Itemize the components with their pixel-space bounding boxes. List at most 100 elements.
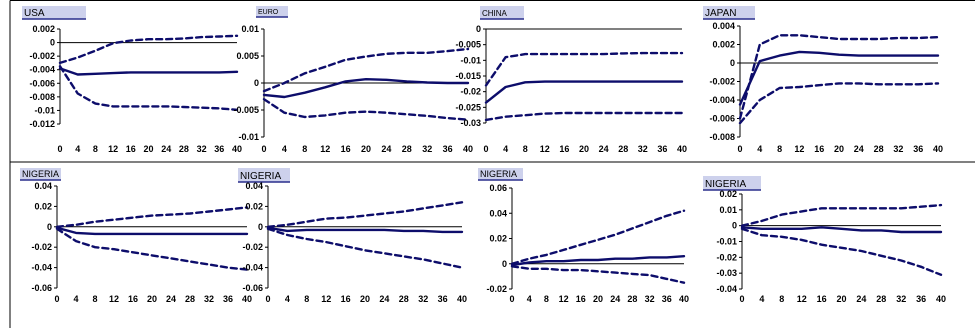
x-tick-label: 8: [93, 144, 98, 154]
x-tick-label: 40: [936, 294, 946, 304]
x-tick-label: 20: [143, 144, 153, 154]
x-tick-label: 12: [559, 294, 569, 304]
x-tick-label: 0: [57, 144, 62, 154]
x-tick-label: 40: [679, 294, 689, 304]
y-tick-label: 0.04: [245, 181, 263, 191]
confidence-band-line: [58, 65, 239, 111]
x-tick-label: 16: [341, 144, 351, 154]
x-tick-label: 20: [147, 294, 157, 304]
confidence-band-line: [740, 203, 943, 227]
x-tick-label: 36: [438, 294, 448, 304]
y-tick-label: 0: [732, 221, 737, 231]
y-tick-label: 0.004: [712, 21, 735, 31]
x-tick-label: 36: [214, 144, 224, 154]
figure-frame: [9, 0, 975, 328]
x-tick-label: 32: [893, 144, 903, 154]
x-tick-label: 32: [197, 144, 207, 154]
x-tick-label: 8: [304, 294, 309, 304]
x-tick-label: 4: [757, 144, 762, 154]
panel-title: NIGERIA: [705, 179, 746, 190]
x-tick-label: 32: [418, 294, 428, 304]
y-tick-label: 0: [258, 222, 263, 232]
x-tick-label: 16: [341, 294, 351, 304]
x-tick-label: 32: [422, 144, 432, 154]
x-tick-label: 24: [856, 294, 866, 304]
y-tick-label: 0.02: [489, 234, 507, 244]
x-tick-label: 4: [282, 144, 287, 154]
x-tick-label: 40: [242, 294, 252, 304]
x-tick-label: 20: [579, 144, 589, 154]
confidence-band-line: [484, 111, 684, 122]
x-tick-label: 36: [916, 294, 926, 304]
x-tick-label: 36: [657, 144, 667, 154]
x-tick-label: 40: [933, 144, 943, 154]
panel-title-box: [20, 168, 61, 180]
y-tick-label: -0.04: [716, 284, 737, 294]
x-tick-label: 32: [638, 144, 648, 154]
x-tick-label: 0: [265, 294, 270, 304]
y-tick-label: -0.025: [455, 102, 481, 112]
y-tick-label: -0.02: [486, 284, 507, 294]
y-tick-label: -0.005: [233, 105, 259, 115]
x-tick-label: 24: [379, 294, 389, 304]
x-tick-label: 16: [559, 144, 569, 154]
panel-title-box: [480, 6, 524, 19]
panel-title-box: [703, 176, 761, 190]
panel-title: NIGERIA: [22, 169, 59, 179]
x-tick-label: 24: [854, 144, 864, 154]
response-line: [55, 226, 249, 236]
y-tick-label: -0.012: [29, 119, 55, 129]
y-tick-label: 0: [502, 259, 507, 269]
x-tick-label: 8: [92, 294, 97, 304]
panel-title: JAPAN: [705, 8, 737, 19]
x-tick-label: 28: [874, 144, 884, 154]
x-tick-label: 24: [381, 144, 391, 154]
x-tick-label: 8: [523, 144, 528, 154]
x-tick-label: 12: [794, 144, 804, 154]
x-tick-label: 8: [302, 144, 307, 154]
x-tick-label: 0: [261, 144, 266, 154]
x-tick-label: 40: [677, 144, 687, 154]
y-tick-label: 0: [476, 24, 481, 34]
y-tick-label: -0.01: [716, 237, 737, 247]
y-tick-label: -0.01: [34, 105, 55, 115]
x-tick-label: 20: [361, 144, 371, 154]
response-line: [740, 226, 943, 234]
y-tick-label: -0.015: [455, 71, 481, 81]
x-tick-label: 16: [126, 144, 136, 154]
response-line: [262, 78, 470, 99]
response-line: [58, 67, 239, 76]
panel-4: JAPAN 0.004 0.002 0 -0.002 -0.004 -0.006 -0.008…: [703, 6, 943, 154]
x-tick-label: 4: [75, 144, 80, 154]
confidence-band-line: [266, 201, 464, 228]
x-tick-label: 12: [321, 294, 331, 304]
x-tick-label: 4: [285, 294, 290, 304]
y-tick-label: -0.02: [460, 87, 481, 97]
x-tick-label: 28: [399, 294, 409, 304]
x-tick-label: 36: [913, 144, 923, 154]
y-tick-label: -0.008: [29, 92, 55, 102]
y-tick-label: 0.04: [489, 208, 507, 218]
x-tick-label: 4: [759, 294, 764, 304]
y-tick-label: -0.002: [29, 51, 55, 61]
confidence-band-line: [510, 265, 686, 284]
x-tick-label: 16: [817, 294, 827, 304]
y-tick-label: -0.03: [716, 268, 737, 278]
panel-title-box: [238, 168, 290, 182]
y-tick-label: -0.02: [716, 252, 737, 262]
x-tick-label: 8: [544, 294, 549, 304]
x-tick-label: 16: [576, 294, 586, 304]
panel-title: EURO: [258, 9, 279, 16]
y-tick-label: 0: [254, 78, 259, 88]
x-tick-label: 24: [161, 144, 171, 154]
y-tick-label: 0.005: [236, 51, 259, 61]
x-tick-label: 28: [627, 294, 637, 304]
y-tick-label: -0.04: [242, 263, 263, 273]
x-tick-label: 40: [232, 144, 242, 154]
y-tick-label: -0.006: [29, 78, 55, 88]
